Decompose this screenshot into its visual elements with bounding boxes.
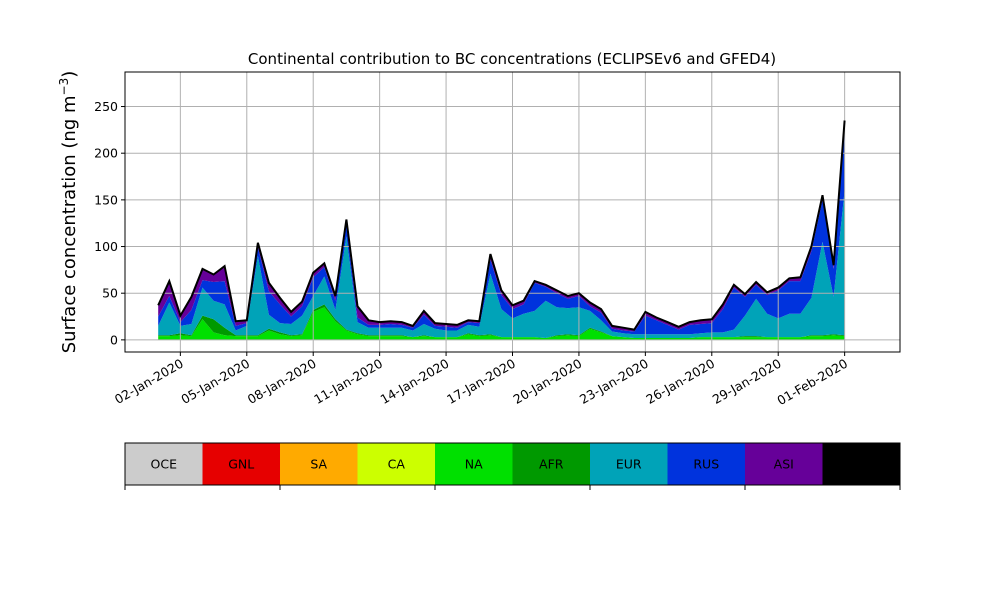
legend-label: EUR (616, 457, 642, 472)
legend: OCE GNL SA CA NA AFR EUR RUS ASI AUS (124, 442, 901, 490)
x-tick-label: 29-Jan-2020 (710, 356, 784, 407)
y-axis-label-close: ) (59, 71, 80, 78)
legend-swatch-gnl (202, 443, 280, 485)
area-eur (158, 190, 845, 338)
legend-swatch-aus (822, 443, 900, 485)
y-axis-label-main: Surface concentration (ng m (59, 95, 80, 353)
x-tick-label: 23-Jan-2020 (577, 356, 651, 407)
chart-title: Continental contribution to BC concentra… (248, 50, 776, 68)
y-tick-label: 200 (94, 146, 118, 161)
legend-swatch-afr (512, 443, 590, 485)
y-tick-label: 150 (94, 192, 118, 207)
axes: 0 50 100 150 200 250 02-Jan-202005-Jan-202008-… (94, 99, 850, 408)
y-axis-label-sup: −3 (57, 78, 71, 96)
x-tick-label: 02-Jan-2020 (112, 356, 186, 407)
legend-label: SA (310, 457, 327, 472)
x-tick-label: 05-Jan-2020 (178, 356, 252, 407)
total-outline (157, 120, 846, 331)
legend-swatch-rus (667, 443, 745, 485)
y-tick-label: 250 (94, 99, 118, 114)
legend-frame (124, 442, 901, 486)
y-axis-label: Surface concentration (ng m−3) (57, 71, 80, 354)
legend-label: RUS (693, 457, 719, 472)
y-tick-label: 0 (110, 332, 118, 347)
legend-swatch-eur (590, 443, 668, 485)
legend-swatch-asi (745, 443, 823, 485)
area-na (158, 307, 845, 340)
x-tick-label: 20-Jan-2020 (511, 356, 585, 407)
x-tick-label: 14-Jan-2020 (378, 356, 452, 407)
legend-swatch-ca (357, 443, 435, 485)
y-tick-label: 100 (94, 239, 118, 254)
x-tick-label: 01-Feb-2020 (774, 356, 850, 408)
area-rus (158, 125, 845, 335)
legend-label: OCE (151, 457, 178, 472)
legend-swatch-oce (125, 443, 203, 485)
area-afr (158, 304, 845, 338)
legend-label: AFR (539, 457, 564, 472)
x-tick-label: 08-Jan-2020 (245, 356, 319, 407)
legend-swatch-sa (280, 443, 358, 485)
x-tick-label: 26-Jan-2020 (643, 356, 717, 407)
x-tick-label: 11-Jan-2020 (311, 356, 385, 407)
stacked-areas (158, 120, 845, 340)
legend-label: ASI (774, 457, 794, 472)
y-tick-label: 50 (102, 286, 118, 301)
legend-label: AUS (848, 457, 874, 472)
legend-label: GNL (228, 457, 254, 472)
x-tick-label: 17-Jan-2020 (444, 356, 518, 407)
legend-label: NA (465, 457, 483, 472)
legend-swatch-na (435, 443, 513, 485)
legend-label: CA (388, 457, 406, 472)
